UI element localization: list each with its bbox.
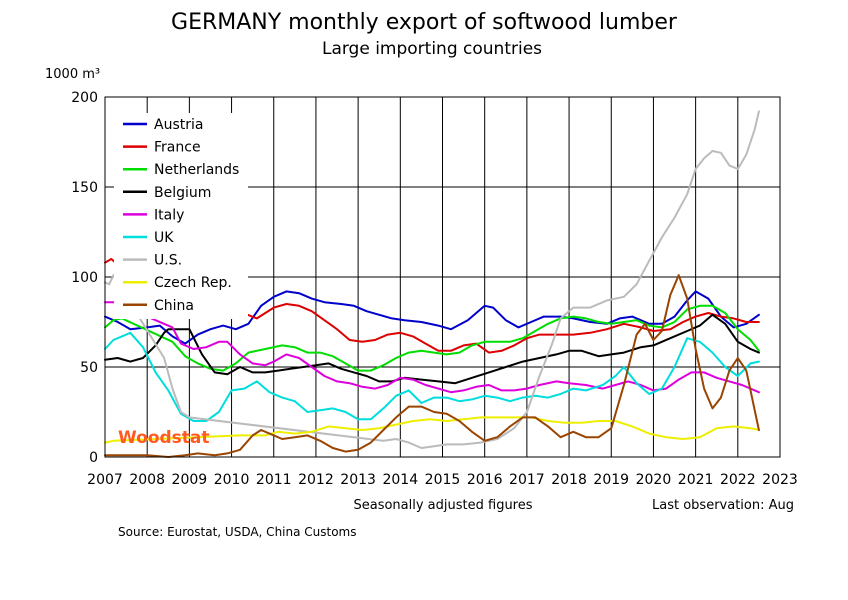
- note-seasonally-adjusted: Seasonally adjusted figures: [353, 498, 532, 513]
- y-tick-0: 0: [89, 450, 98, 466]
- series-line-france: [104, 258, 760, 354]
- x-tick-2020: 2020: [636, 472, 672, 488]
- y-tick-labels: 0 50 100 150 200: [71, 90, 98, 466]
- y-tick-50: 50: [80, 360, 98, 376]
- legend-label-netherlands: Netherlands: [154, 162, 239, 178]
- x-tick-2007: 2007: [87, 472, 123, 488]
- y-tick-200: 200: [71, 90, 98, 106]
- series-line-uk: [104, 331, 760, 422]
- series-lines: [104, 110, 760, 458]
- x-tick-labels: 2007 2008 2009 2010 2011 2012 2013 2014 2015 2016…: [87, 472, 798, 488]
- x-tick-2008: 2008: [129, 472, 165, 488]
- series-line-czech-rep: [104, 416, 760, 444]
- y-tick-150: 150: [71, 180, 98, 196]
- legend-label-italy: Italy: [154, 207, 184, 223]
- legend: Austria France Netherlands Belgium Italy UK U.…: [123, 117, 239, 314]
- series-line-italy: [104, 301, 760, 394]
- gridlines: [105, 97, 780, 457]
- x-tick-2018: 2018: [551, 472, 587, 488]
- chart-subtitle: Large importing countries: [322, 39, 542, 59]
- legend-label-france: France: [154, 140, 201, 156]
- plot-frame: [104, 96, 781, 458]
- x-tick-2023: 2023: [762, 472, 798, 488]
- x-tick-2014: 2014: [382, 472, 418, 488]
- x-tick-2015: 2015: [425, 472, 461, 488]
- x-tick-2017: 2017: [509, 472, 545, 488]
- x-tick-2012: 2012: [298, 472, 334, 488]
- note-last-observation: Last observation: Aug: [652, 498, 794, 513]
- x-tick-2009: 2009: [172, 472, 208, 488]
- x-tick-2019: 2019: [593, 472, 629, 488]
- x-tick-2010: 2010: [214, 472, 250, 488]
- legend-label-austria: Austria: [154, 117, 203, 133]
- y-tick-100: 100: [71, 270, 98, 286]
- x-tick-2011: 2011: [256, 472, 292, 488]
- legend-label-uk: UK: [154, 230, 174, 246]
- series-line-austria: [104, 290, 760, 345]
- legend-label-czech-rep: Czech Rep.: [154, 275, 232, 291]
- x-tick-2013: 2013: [340, 472, 376, 488]
- legend-label-china: China: [154, 298, 194, 314]
- x-tick-2016: 2016: [467, 472, 503, 488]
- series-line-netherlands: [104, 304, 760, 372]
- x-tick-2021: 2021: [678, 472, 714, 488]
- series-line-china: [104, 274, 760, 458]
- source-note: Source: Eurostat, USDA, China Customs: [118, 525, 357, 539]
- legend-label-u-s: U.S.: [154, 253, 182, 269]
- y-axis-unit: 1000 m³: [45, 67, 100, 82]
- chart-title: GERMANY monthly export of softwood lumbe…: [171, 10, 678, 35]
- legend-label-belgium: Belgium: [154, 185, 211, 201]
- x-tick-2022: 2022: [720, 472, 756, 488]
- watermark-logo: Woodstat: [118, 428, 210, 448]
- series-line-u-s: [104, 110, 760, 449]
